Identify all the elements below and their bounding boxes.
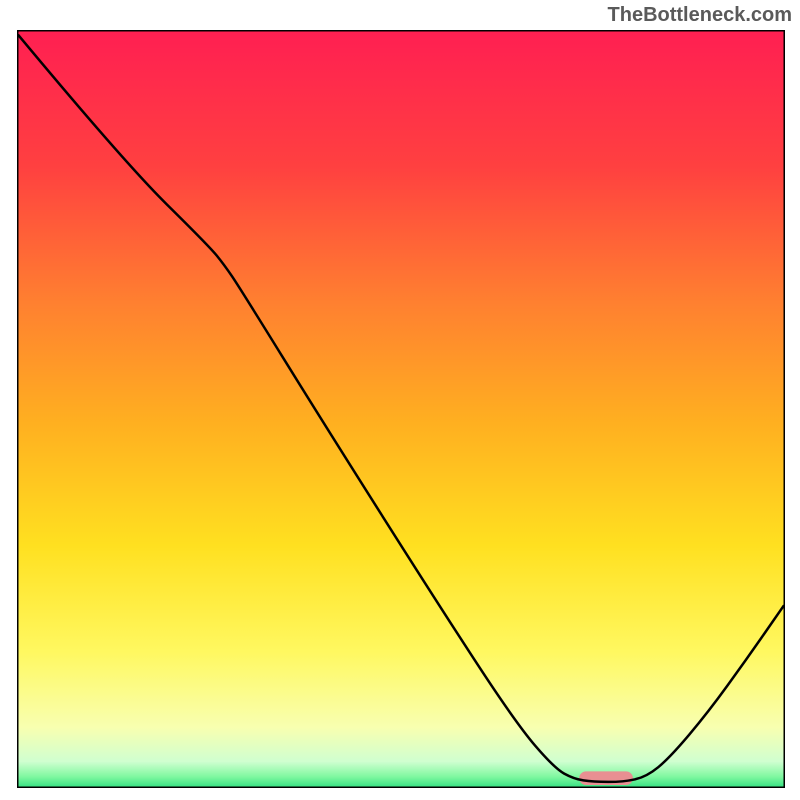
watermark-text: TheBottleneck.com bbox=[608, 4, 792, 27]
chart-svg bbox=[17, 30, 785, 788]
chart-background bbox=[17, 30, 785, 788]
plot-area bbox=[17, 30, 785, 788]
bottleneck-chart: TheBottleneck.com bbox=[0, 0, 800, 800]
